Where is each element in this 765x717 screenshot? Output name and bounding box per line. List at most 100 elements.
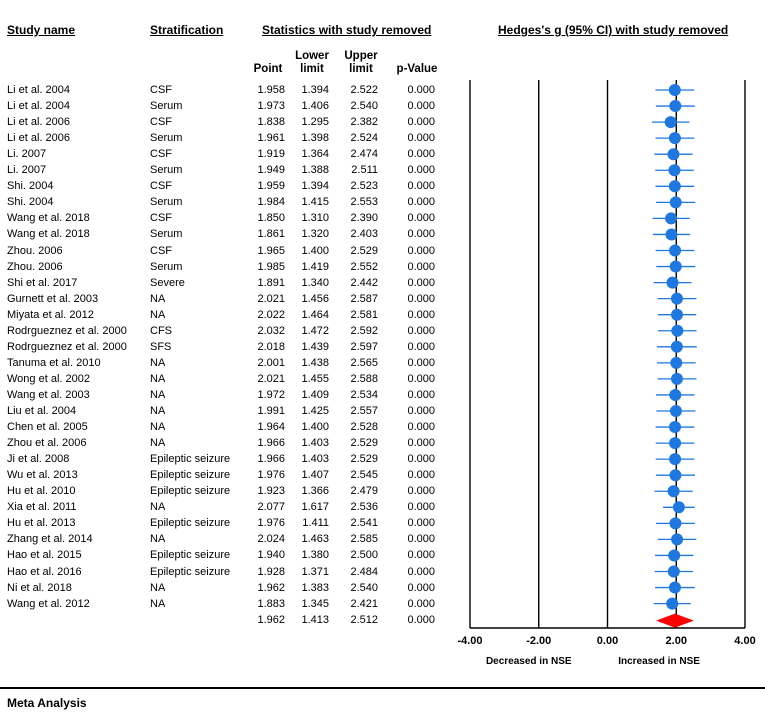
point-marker — [668, 549, 681, 562]
table-row: Wong et al. 2002 NA 2.021 1.455 2.588 0.000 — [0, 371, 440, 387]
cell-point: 2.018 — [257, 340, 285, 353]
cell-upper: 2.529 — [350, 437, 378, 450]
summary-lower: 1.413 — [301, 613, 329, 626]
cell-lower: 1.419 — [301, 260, 329, 273]
table-row: Li. 2007 Serum 1.949 1.388 2.511 0.000 — [0, 162, 440, 178]
cell-name: Miyata et al. 2012 — [7, 308, 94, 321]
cell-strat: NA — [150, 501, 166, 514]
point-marker — [671, 533, 684, 546]
cell-name: Shi. 2004 — [7, 180, 54, 193]
cell-strat: NA — [150, 388, 166, 401]
cell-strat: NA — [150, 597, 166, 610]
cell-lower: 1.345 — [301, 597, 329, 610]
cell-strat: SFS — [150, 340, 172, 353]
cell-name: Wang et al. 2018 — [7, 212, 90, 225]
cell-strat: NA — [150, 356, 166, 369]
cell-strat: NA — [150, 405, 166, 417]
point-marker — [669, 453, 682, 466]
point-marker — [669, 260, 682, 273]
cell-strat: NA — [150, 437, 166, 450]
cell-p: 0.000 — [407, 100, 435, 113]
study-name-header: Study name — [7, 23, 76, 37]
cell-point: 2.021 — [257, 372, 285, 385]
cell-p: 0.000 — [407, 388, 435, 401]
cell-upper: 2.552 — [350, 260, 378, 273]
cell-upper: 2.557 — [350, 405, 378, 417]
cell-upper: 2.523 — [350, 180, 378, 193]
cell-strat: CSF — [150, 148, 172, 161]
cell-name: Hao et al. 2016 — [7, 565, 82, 578]
cell-p: 0.000 — [407, 148, 435, 161]
cell-point: 1.923 — [257, 485, 285, 498]
cell-strat: Epileptic seizure — [150, 469, 231, 482]
cell-name: Hu et al. 2010 — [7, 485, 76, 498]
cell-upper: 2.588 — [350, 372, 378, 385]
cell-upper: 2.541 — [350, 517, 378, 530]
table-row: Ni et al. 2018 NA 1.962 1.383 2.540 0.000 — [0, 580, 440, 596]
cell-point: 1.919 — [257, 148, 285, 161]
x-tick-label: -4.00 — [457, 635, 482, 647]
cell-point: 1.838 — [257, 116, 285, 129]
cell-p: 0.000 — [407, 132, 435, 145]
cell-lower: 1.464 — [301, 308, 329, 321]
x-tick-label: 4.00 — [734, 635, 755, 647]
cell-point: 1.850 — [257, 212, 285, 225]
cell-lower: 1.371 — [301, 565, 329, 578]
point-marker — [670, 292, 683, 305]
cell-point: 2.021 — [257, 292, 285, 305]
point-marker — [669, 405, 682, 417]
table-row: Shi et al. 2017 Severe 1.891 1.340 2.442 0.00… — [0, 275, 440, 291]
cell-name: Wu et al. 2013 — [7, 469, 78, 482]
cell-name: Hu et al. 2013 — [7, 517, 76, 530]
cell-point: 1.976 — [257, 517, 285, 530]
cell-lower: 1.406 — [301, 100, 329, 113]
table-row: Miyata et al. 2012 NA 2.022 1.464 2.581 0.000 — [0, 307, 440, 323]
cell-point: 1.966 — [257, 437, 285, 450]
cell-strat: Serum — [150, 164, 183, 177]
cell-strat: Severe — [150, 276, 185, 289]
cell-lower: 1.409 — [301, 388, 329, 401]
cell-upper: 2.545 — [350, 469, 378, 482]
cell-upper: 2.500 — [350, 549, 378, 562]
cell-lower: 1.407 — [301, 469, 329, 482]
cell-point: 1.959 — [257, 180, 285, 193]
cell-upper: 2.565 — [350, 356, 378, 369]
point-marker — [668, 164, 681, 177]
cell-name: Rodrgueznez et al. 2000 — [7, 324, 127, 337]
table-row: Li et al. 2004 Serum 1.973 1.406 2.540 0.000 — [0, 98, 440, 114]
cell-p: 0.000 — [407, 244, 435, 257]
cell-p: 0.000 — [407, 453, 435, 466]
cell-point: 1.972 — [257, 388, 285, 401]
table-row: Hao et al. 2016 Epileptic seizure 1.928 1.3… — [0, 564, 440, 580]
table-row: Wang et al. 2003 NA 1.972 1.409 2.534 0.000 — [0, 387, 440, 403]
cell-upper: 2.540 — [350, 100, 378, 113]
point-marker — [666, 276, 679, 289]
x-tick-label: 2.00 — [666, 635, 687, 647]
cell-point: 1.928 — [257, 565, 285, 578]
cell-p: 0.000 — [407, 437, 435, 450]
table-row: Chen et al. 2005 NA 1.964 1.400 2.528 0.000 — [0, 419, 440, 435]
cell-point: 2.077 — [257, 501, 285, 514]
point-marker — [669, 100, 682, 113]
cell-strat: Serum — [150, 260, 183, 273]
table-row: Rodrgueznez et al. 2000 SFS 2.018 1.439 2.59… — [0, 339, 440, 355]
cell-lower: 1.320 — [301, 228, 329, 241]
cell-point: 2.032 — [257, 324, 285, 337]
cell-lower: 1.295 — [301, 116, 329, 129]
point-marker — [666, 597, 679, 610]
x-tick-label: 0.00 — [597, 635, 618, 647]
x-tick-label: -2.00 — [526, 635, 551, 647]
cell-upper: 2.553 — [350, 196, 378, 209]
point-marker — [668, 132, 681, 145]
cell-upper: 2.382 — [350, 116, 378, 129]
cell-p: 0.000 — [407, 421, 435, 434]
cell-lower: 1.310 — [301, 212, 329, 225]
cell-p: 0.000 — [407, 164, 435, 177]
cell-strat: NA — [150, 292, 166, 305]
cell-p: 0.000 — [407, 228, 435, 241]
cell-point: 1.883 — [257, 597, 285, 610]
table-row: Zhou. 2006 Serum 1.985 1.419 2.552 0.000 — [0, 259, 440, 275]
cell-name: Ji et al. 2008 — [7, 453, 70, 466]
cell-lower: 1.411 — [302, 517, 329, 530]
